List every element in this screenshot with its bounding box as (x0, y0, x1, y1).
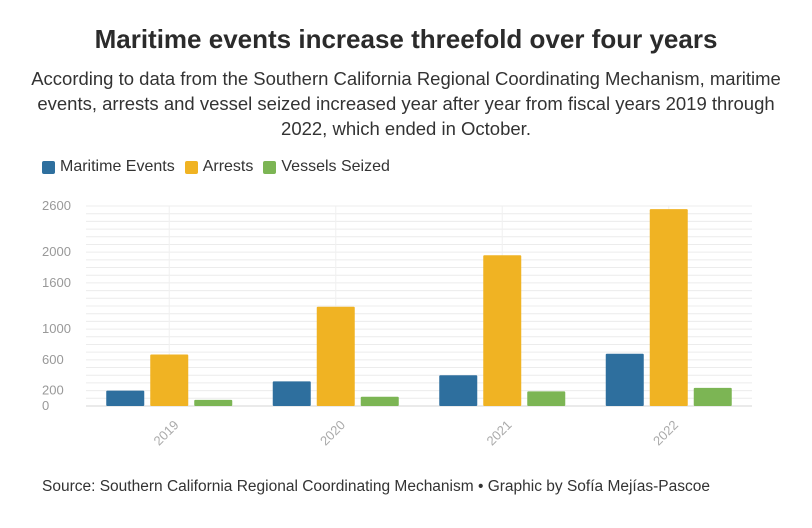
bar-maritime-events (106, 390, 145, 406)
legend-item-vessels-seized[interactable]: Vessels Seized (263, 158, 390, 176)
bar-vessels-seized (693, 387, 732, 406)
y-tick-label: 0 (42, 398, 49, 413)
bar-maritime-events (272, 381, 311, 406)
source-credit: Source: Southern California Regional Coo… (42, 478, 710, 495)
bar-arrests (649, 209, 688, 406)
x-tick-label: 2021 (484, 417, 515, 448)
legend-swatch-maritime-events (42, 160, 55, 174)
y-tick-label: 2600 (42, 198, 71, 213)
x-tick-label: 2022 (650, 417, 681, 448)
chart-title: Maritime events increase threefold over … (94, 24, 718, 54)
bar-arrests (316, 306, 355, 406)
legend-item-arrests[interactable]: Arrests (184, 158, 254, 176)
bar-vessels-seized (194, 399, 233, 406)
legend-swatch-vessels-seized (263, 160, 277, 174)
legend-label-vessels-seized: Vessels Seized (281, 158, 390, 175)
y-tick-label: 1000 (42, 321, 71, 336)
y-tick-label: 200 (42, 383, 64, 398)
y-tick-label: 2000 (42, 244, 71, 259)
bar-arrests (150, 354, 189, 406)
legend-item-maritime-events[interactable]: Maritime Events (42, 158, 175, 176)
bar-vessels-seized (360, 396, 399, 406)
y-tick-label: 1600 (42, 275, 71, 290)
bar-arrests (483, 255, 522, 406)
y-tick-label: 600 (42, 352, 64, 367)
x-tick-label: 2019 (151, 417, 182, 448)
bar-maritime-events (605, 353, 644, 406)
legend: Maritime Events Arrests Vessels Seized (42, 158, 400, 176)
legend-label-maritime-events: Maritime Events (60, 158, 175, 175)
bar-vessels-seized (527, 391, 566, 406)
x-tick-label: 2020 (317, 417, 348, 448)
legend-label-arrests: Arrests (202, 158, 254, 175)
legend-swatch-arrests (184, 160, 198, 174)
bar-maritime-events (439, 375, 478, 406)
chart-subtitle: According to data from the Southern Cali… (31, 68, 781, 139)
